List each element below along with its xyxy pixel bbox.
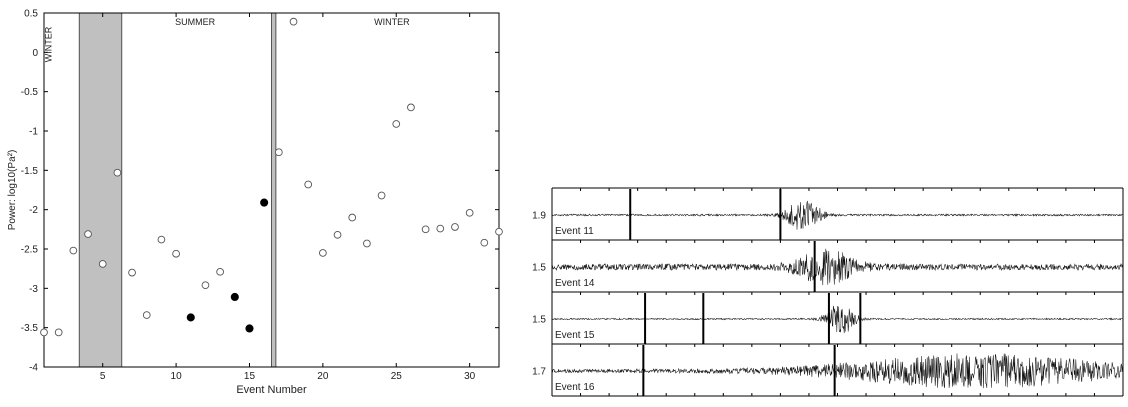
y-axis: 0.5 0 -0.5 -1 -1.5 -2 -2.5 -3 -3.5 -4 <box>21 9 499 374</box>
open-point <box>128 268 136 277</box>
open-point <box>274 148 283 157</box>
open-point <box>69 246 78 255</box>
season-labels: WINTER SUMMER WINTER <box>43 17 410 62</box>
y-tick-label: -2 <box>29 205 38 216</box>
seismogram-traces-chart: 1.9 Event 11 1.5 Event 14 1.5 Event 15 1.7 Even… <box>532 187 1124 397</box>
open-point <box>407 103 415 112</box>
trace-scale-label: 1.9 <box>532 211 546 222</box>
trace-scale-label: 1.5 <box>532 263 546 274</box>
open-point <box>363 239 371 248</box>
season-label: WINTER <box>43 26 53 62</box>
seismogram-trace <box>552 353 1124 389</box>
open-point <box>377 191 386 200</box>
trace-scale-label: 1.5 <box>532 315 546 326</box>
x-tick-label: 25 <box>391 371 403 382</box>
open-point <box>451 223 459 231</box>
shaded-region-1 <box>78 12 123 368</box>
trace-scale-label: 1.7 <box>532 367 546 378</box>
open-point <box>40 328 48 337</box>
seismogram-trace <box>551 248 1124 286</box>
season-label: SUMMER <box>175 17 215 27</box>
open-point <box>98 260 107 268</box>
y-tick-label: 0 <box>32 48 38 59</box>
y-tick-label: -3.5 <box>21 323 39 334</box>
y-tick-label: -4 <box>29 363 38 374</box>
open-point <box>421 225 430 234</box>
filled-point <box>260 198 269 207</box>
x-tick-label: 30 <box>464 371 476 382</box>
open-point <box>304 180 313 189</box>
open-point <box>436 224 445 233</box>
open-point <box>157 235 166 244</box>
y-axis-title: Power: log10(Pa²) <box>7 150 18 231</box>
open-point <box>216 267 224 276</box>
trace-event-label: Event 11 <box>555 226 594 237</box>
trace-event-label: Event 15 <box>555 330 595 341</box>
x-tick-label: 10 <box>171 371 183 382</box>
data-points <box>40 17 503 337</box>
power-scatter-chart: 0.5 0 -0.5 -1 -1.5 -2 -2.5 -3 -3.5 -4 5 10 15 20 25 30… <box>7 9 503 396</box>
open-point <box>348 213 357 222</box>
open-point <box>172 249 180 258</box>
plot-frame <box>43 12 500 368</box>
open-point <box>465 208 474 217</box>
filled-point <box>245 324 254 333</box>
x-tick-label: 20 <box>317 371 329 382</box>
open-point <box>392 120 401 128</box>
open-point <box>113 168 122 177</box>
seismogram-trace <box>551 305 1124 334</box>
trace-event-label: Event 16 <box>555 382 595 393</box>
x-tick-label: 5 <box>100 371 106 382</box>
seismogram-trace <box>551 200 1124 230</box>
y-tick-label: -0.5 <box>21 87 39 98</box>
trace-event-label: Event 14 <box>555 278 595 289</box>
y-tick-label: -1 <box>29 127 38 138</box>
y-tick-label: -1.5 <box>21 166 39 177</box>
open-point <box>480 238 489 247</box>
y-tick-label: -2.5 <box>21 245 39 256</box>
season-shaded-regions <box>78 12 277 368</box>
open-point <box>319 249 327 257</box>
x-axis: 5 10 15 20 25 30 <box>100 13 476 382</box>
open-point <box>333 230 342 239</box>
shaded-region-2 <box>271 12 277 368</box>
x-axis-title: Event Number <box>236 384 307 396</box>
x-tick-label: 15 <box>244 371 256 382</box>
season-label: WINTER <box>374 17 410 27</box>
filled-point <box>186 313 195 322</box>
open-point <box>84 230 92 238</box>
y-tick-label: -3 <box>29 284 38 295</box>
open-point <box>289 17 298 26</box>
open-point <box>142 311 151 319</box>
open-point <box>201 281 210 290</box>
open-point <box>54 328 63 337</box>
trace-panels: 1.9 Event 11 1.5 Event 14 1.5 Event 15 1.7 Even… <box>532 187 1124 397</box>
open-point <box>495 227 503 236</box>
y-tick-label: 0.5 <box>24 9 38 20</box>
filled-point <box>230 292 239 302</box>
